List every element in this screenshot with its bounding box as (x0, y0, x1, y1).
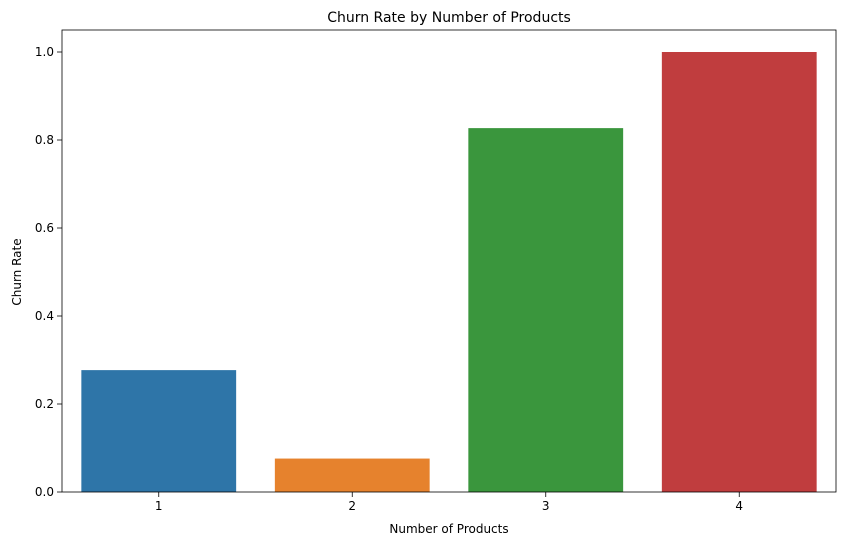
x-axis-label: Number of Products (389, 522, 508, 536)
y-axis-label: Churn Rate (10, 238, 24, 305)
x-tick-label-1: 1 (155, 499, 163, 513)
y-tick-label-2: 0.4 (35, 309, 54, 323)
bar-4 (661, 52, 817, 492)
bar-1 (81, 370, 237, 492)
x-tick-label-2: 2 (348, 499, 356, 513)
y-tick-label-5: 1.0 (35, 45, 54, 59)
bar-2 (274, 458, 430, 492)
plot-area: 0.0 0.2 0.4 0.6 0.8 1.0 1 2 3 4 (35, 29, 837, 513)
bar-3 (468, 128, 624, 492)
y-tick-label-1: 0.2 (35, 397, 54, 411)
chart-title: Churn Rate by Number of Products (327, 10, 571, 26)
y-tick-label-0: 0.0 (35, 485, 54, 499)
plot-frame (61, 29, 837, 493)
x-tick-label-4: 4 (735, 499, 743, 513)
x-tick-label-3: 3 (542, 499, 550, 513)
y-tick-label-4: 0.8 (35, 133, 54, 147)
y-tick-label-3: 0.6 (35, 221, 54, 235)
